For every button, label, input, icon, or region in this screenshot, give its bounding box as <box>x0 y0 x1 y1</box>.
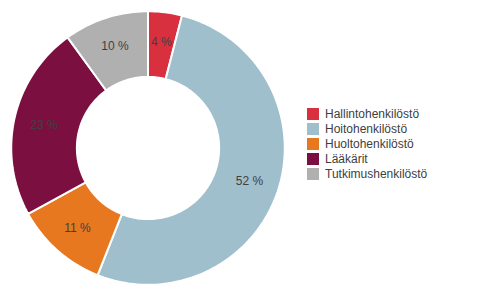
html-text:Huoltohenkilöstö: Huoltohenkilöstö <box>325 137 414 151</box>
svg-text:4 %: 4 % <box>151 35 172 49</box>
svg-text:52 %: 52 % <box>236 174 264 188</box>
svg-text:23 %: 23 % <box>30 118 58 132</box>
html-text:Lääkärit: Lääkärit <box>325 152 368 166</box>
html-text:Hoitohenkilöstö: Hoitohenkilöstö <box>325 122 408 136</box>
svg-text:11 %: 11 % <box>64 221 91 235</box>
html-text:Tutkimushenkilöstö: Tutkimushenkilöstö <box>325 167 428 181</box>
svg-text:10 %: 10 % <box>101 39 129 53</box>
html-text:Hallintohenkilöstö: Hallintohenkilöstö <box>325 107 420 121</box>
